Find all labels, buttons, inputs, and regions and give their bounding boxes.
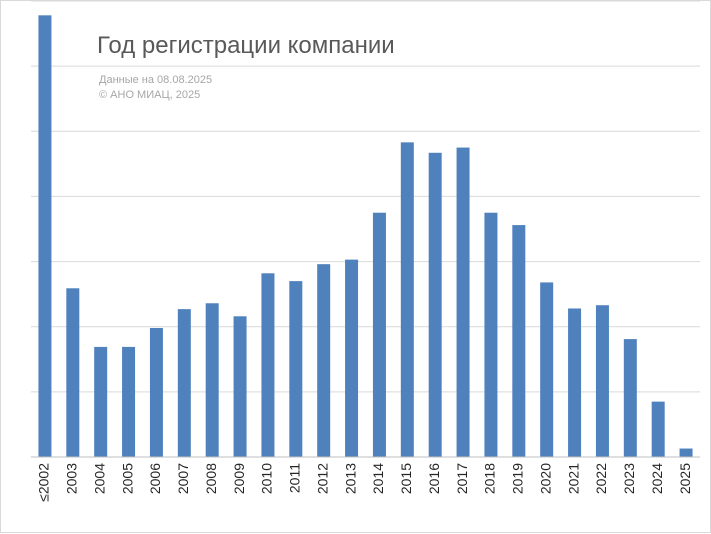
copyright-note: © АНО МИАЦ, 2025 — [99, 89, 201, 101]
x-tick-label: 2009 — [231, 463, 247, 494]
bar-3 — [122, 346, 136, 457]
x-tick-label: 2018 — [482, 463, 498, 494]
x-tick-label: 2007 — [175, 463, 191, 494]
x-tick-label: 2013 — [342, 463, 358, 494]
x-tick-label: ≤2002 — [36, 463, 52, 502]
x-tick-label: 2024 — [649, 463, 665, 494]
x-tick-label: 2008 — [203, 463, 219, 494]
bar-11 — [345, 259, 359, 457]
bar-2 — [94, 346, 108, 457]
bar-18 — [540, 282, 554, 457]
bar-12 — [372, 212, 386, 457]
bar-19 — [568, 308, 582, 457]
data-date-note: Данные на 08.08.2025 — [99, 74, 213, 86]
bar-4 — [149, 328, 163, 457]
chart-title: Год регистрации компании — [97, 32, 395, 59]
x-tick-label: 2003 — [64, 463, 80, 494]
x-tick-label: 2017 — [454, 463, 470, 494]
x-tick-label: 2011 — [287, 463, 303, 493]
x-tick-label: 2020 — [537, 463, 553, 494]
x-tick-label: 2005 — [119, 463, 135, 494]
bar-15 — [456, 147, 470, 458]
x-tick-label: 2025 — [677, 463, 693, 494]
x-tick-label: 2022 — [593, 463, 609, 494]
x-tick-label: 2012 — [314, 463, 330, 494]
bar-7 — [233, 316, 247, 457]
bar-6 — [205, 303, 219, 457]
x-tick-label: 2004 — [91, 463, 107, 494]
bar-20 — [595, 305, 609, 457]
bar-1 — [66, 288, 80, 457]
bar-16 — [484, 212, 498, 457]
x-tick-label: 2010 — [259, 463, 275, 494]
bar-13 — [400, 142, 414, 458]
x-tick-label: 2016 — [426, 463, 442, 494]
x-tick-label: 2019 — [510, 463, 526, 494]
x-tick-label: 2023 — [621, 463, 637, 494]
bar-23 — [679, 448, 693, 457]
bar-9 — [289, 281, 303, 457]
bar-14 — [428, 152, 442, 458]
chart-notes: Данные на 08.08.2025 © АНО МИАЦ, 2025 — [99, 73, 212, 103]
x-tick-label: 2021 — [565, 463, 581, 494]
x-tick-label: 2006 — [147, 463, 163, 494]
bar-10 — [317, 264, 331, 457]
bar-0 — [38, 15, 52, 458]
x-tick-label: 2015 — [398, 463, 414, 494]
x-tick-label: 2014 — [370, 463, 386, 494]
bar-21 — [623, 339, 637, 457]
bar-22 — [651, 401, 665, 457]
bar-5 — [177, 309, 191, 457]
bar-17 — [512, 225, 526, 457]
bar-8 — [261, 273, 275, 457]
